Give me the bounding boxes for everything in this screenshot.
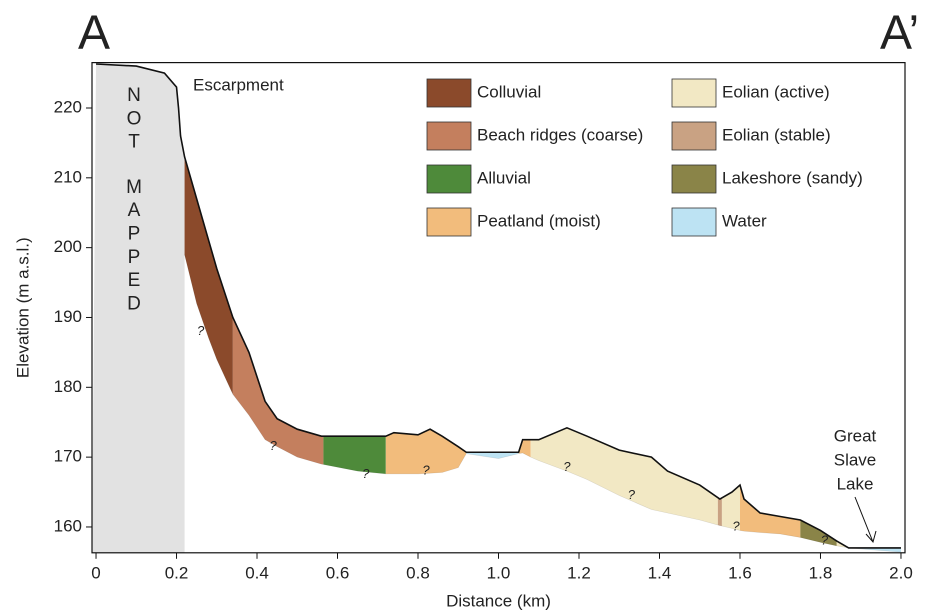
unit-area: [739, 485, 801, 538]
x-tick-label: 0.6: [326, 563, 350, 582]
y-tick-label: 200: [54, 237, 82, 256]
not-mapped-letter: E: [128, 270, 141, 291]
uncertain-label: ?: [269, 438, 277, 453]
uncertain-label: ?: [563, 459, 571, 474]
uncertain-label: ?: [197, 323, 205, 338]
lake-label: Slave: [834, 450, 877, 469]
escarpment-label: Escarpment: [193, 75, 284, 94]
unit-area: [530, 427, 718, 526]
x-tick-label: 0.4: [245, 563, 269, 582]
legend-label: Eolian (stable): [722, 125, 831, 144]
unit-base: [184, 254, 901, 553]
unit-area: [323, 436, 386, 474]
legend-label: Beach ridges (coarse): [477, 125, 643, 144]
uncertain-label: ?: [362, 466, 370, 481]
uncertain-label: ?: [732, 518, 740, 533]
y-tick-label: 220: [54, 97, 82, 116]
x-tick-label: 1.4: [648, 563, 672, 582]
x-tick-label: 0.2: [165, 563, 189, 582]
not-mapped-letter: A: [128, 200, 141, 221]
not-mapped-letter: P: [128, 247, 141, 268]
uncertain-label: ?: [628, 487, 636, 502]
lake-label: Great: [834, 426, 877, 445]
section-end-label: A’: [880, 7, 919, 60]
x-tick-label: 0.8: [406, 563, 430, 582]
x-tick-label: 1.6: [728, 563, 752, 582]
lake-arrow: [854, 496, 877, 544]
y-tick-label: 160: [54, 516, 82, 535]
lake-label: Lake: [837, 474, 874, 493]
not-mapped-letter: M: [126, 177, 142, 198]
legend-label: Water: [722, 211, 767, 230]
legend-swatch: [671, 121, 717, 151]
x-tick-label: 0: [91, 563, 100, 582]
unit-area: [721, 485, 740, 531]
legend-label: Colluvial: [477, 82, 541, 101]
unit-area: [800, 519, 837, 546]
x-axis-title: Distance (km): [446, 591, 551, 610]
unit-area: [466, 452, 519, 459]
y-tick-label: 180: [54, 377, 82, 396]
not-mapped-letter: N: [127, 85, 141, 106]
y-tick-label: 210: [54, 167, 82, 186]
not-mapped-letter: T: [128, 132, 140, 153]
legend-swatch: [671, 78, 717, 108]
not-mapped-letter: O: [127, 108, 142, 129]
y-axis-title: Elevation (m a.s.l.): [13, 237, 32, 378]
uncertain-label: ?: [422, 463, 430, 478]
unit-area: [184, 156, 233, 395]
legend-swatch: [426, 78, 472, 108]
x-tick-label: 1.8: [809, 563, 833, 582]
section-start-label: A: [78, 7, 110, 60]
surface-line: [95, 63, 901, 549]
x-tick-label: 2.0: [889, 563, 913, 582]
x-tick-label: 1.0: [487, 563, 511, 582]
legend-swatch: [426, 164, 472, 194]
uncertain-label: ?: [821, 532, 829, 547]
legend-label: Lakeshore (sandy): [722, 168, 863, 187]
not-mapped-area: [92, 63, 185, 553]
not-mapped-letter: P: [128, 224, 141, 245]
legend-swatch: [671, 207, 717, 237]
unit-area: [717, 497, 722, 527]
legend-label: Eolian (active): [722, 82, 830, 101]
unit-area: [385, 429, 467, 474]
not-mapped-letter: D: [127, 293, 141, 314]
legend-swatch: [426, 121, 472, 151]
legend-swatch: [671, 164, 717, 194]
legend-swatch: [426, 207, 472, 237]
y-tick-label: 190: [54, 307, 82, 326]
legend-label: Alluvial: [477, 168, 531, 187]
legend-label: Peatland (moist): [477, 211, 601, 230]
unit-area: [232, 317, 324, 465]
x-tick-label: 1.2: [567, 563, 591, 582]
unit-area: [848, 547, 901, 553]
y-tick-label: 170: [54, 447, 82, 466]
